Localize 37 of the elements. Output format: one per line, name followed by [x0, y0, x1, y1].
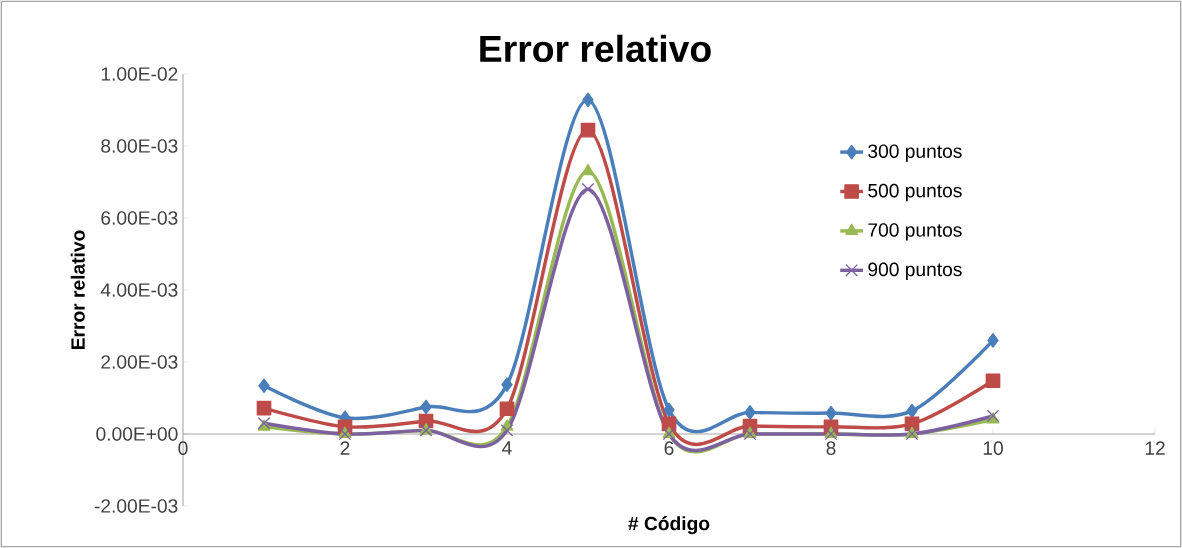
- x-tick-label: 0: [178, 441, 188, 455]
- x-tick-label: 8: [826, 441, 836, 455]
- y-tick-label: 6.00E-03: [101, 211, 178, 225]
- chart-title: Error relativo: [480, 34, 711, 63]
- legend-label: 900 puntos: [868, 262, 962, 280]
- legend-label: 500 puntos: [868, 183, 962, 202]
- point: [500, 424, 514, 437]
- point: [501, 377, 513, 393]
- point: [258, 378, 270, 394]
- y-tick-label: 0.00E+00: [96, 427, 178, 441]
- y-tick-label: 4.00E-03: [100, 283, 178, 297]
- legend-label: 700 puntos: [868, 223, 962, 241]
- point: [256, 400, 272, 416]
- y-tick-label: -2.00E-03: [94, 499, 178, 513]
- point: [985, 373, 1001, 389]
- x-axis-title: # Código: [628, 516, 710, 535]
- x-tick-label: 10: [983, 441, 1003, 455]
- point: [580, 122, 596, 138]
- point: [582, 92, 594, 108]
- y-axis-title: Error relativo: [70, 230, 85, 349]
- point: [744, 405, 756, 420]
- y-tick-label: 2.00E-03: [101, 355, 178, 369]
- y-tick-label: 8.00E-03: [101, 139, 178, 153]
- point: [663, 402, 675, 418]
- point: [581, 182, 595, 196]
- point: [420, 399, 432, 415]
- x-tick-label: 6: [664, 441, 674, 455]
- x-tick-label: 2: [340, 441, 350, 455]
- point: [906, 403, 918, 419]
- legend-label: 300 puntos: [868, 144, 962, 162]
- point: [499, 401, 515, 417]
- point: [581, 163, 595, 176]
- point: [825, 405, 837, 421]
- x-tick-label: 4: [502, 441, 512, 455]
- y-tick-label: 1.00E-02: [101, 67, 178, 81]
- point: [987, 333, 999, 348]
- x-tick-label: 12: [1145, 441, 1165, 455]
